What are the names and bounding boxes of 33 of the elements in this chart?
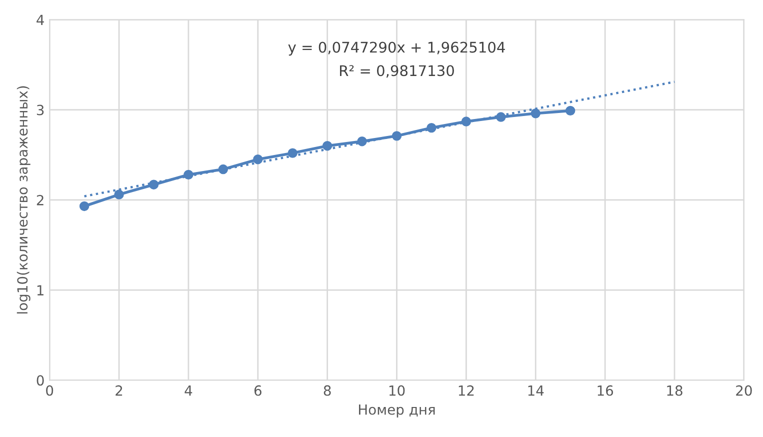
point [148, 180, 159, 190]
x-axis-title: Номер дня [359, 404, 435, 418]
y-tick-label: 0 [36, 375, 44, 386]
y-axis-title: log10(количество зараженных) [16, 86, 30, 314]
x-tick-label: 4 [184, 385, 192, 396]
annotation: y = 0,0747290x + 1,9625104 [288, 42, 505, 56]
x-tick-label: 6 [254, 385, 262, 396]
point [114, 190, 124, 200]
point [565, 106, 576, 116]
annotation: R² = 0,9817130 [340, 65, 454, 78]
y-tick-label: 1 [37, 285, 44, 296]
point [530, 108, 540, 118]
x-tick-label: 0 [46, 385, 54, 396]
x-tick-label: 12 [458, 385, 474, 396]
point [357, 136, 367, 146]
point [461, 116, 472, 126]
point [253, 154, 263, 164]
y-tick-label: 3 [36, 104, 44, 116]
x-tick-label: 8 [324, 385, 331, 396]
x-tick-label: 20 [736, 385, 752, 396]
point [426, 122, 436, 133]
x-tick-label: 18 [667, 385, 682, 396]
point [392, 131, 402, 141]
x-tick-label: 16 [598, 385, 614, 396]
x-tick-label: 10 [389, 385, 405, 396]
x-tick-label: 14 [528, 385, 544, 396]
point [184, 170, 194, 180]
point [322, 140, 332, 151]
point [288, 148, 298, 158]
y-tick-label: 4 [36, 14, 44, 25]
x-tick-label: 2 [116, 385, 122, 396]
y-tick-label: 2 [36, 194, 44, 206]
point [79, 201, 90, 212]
